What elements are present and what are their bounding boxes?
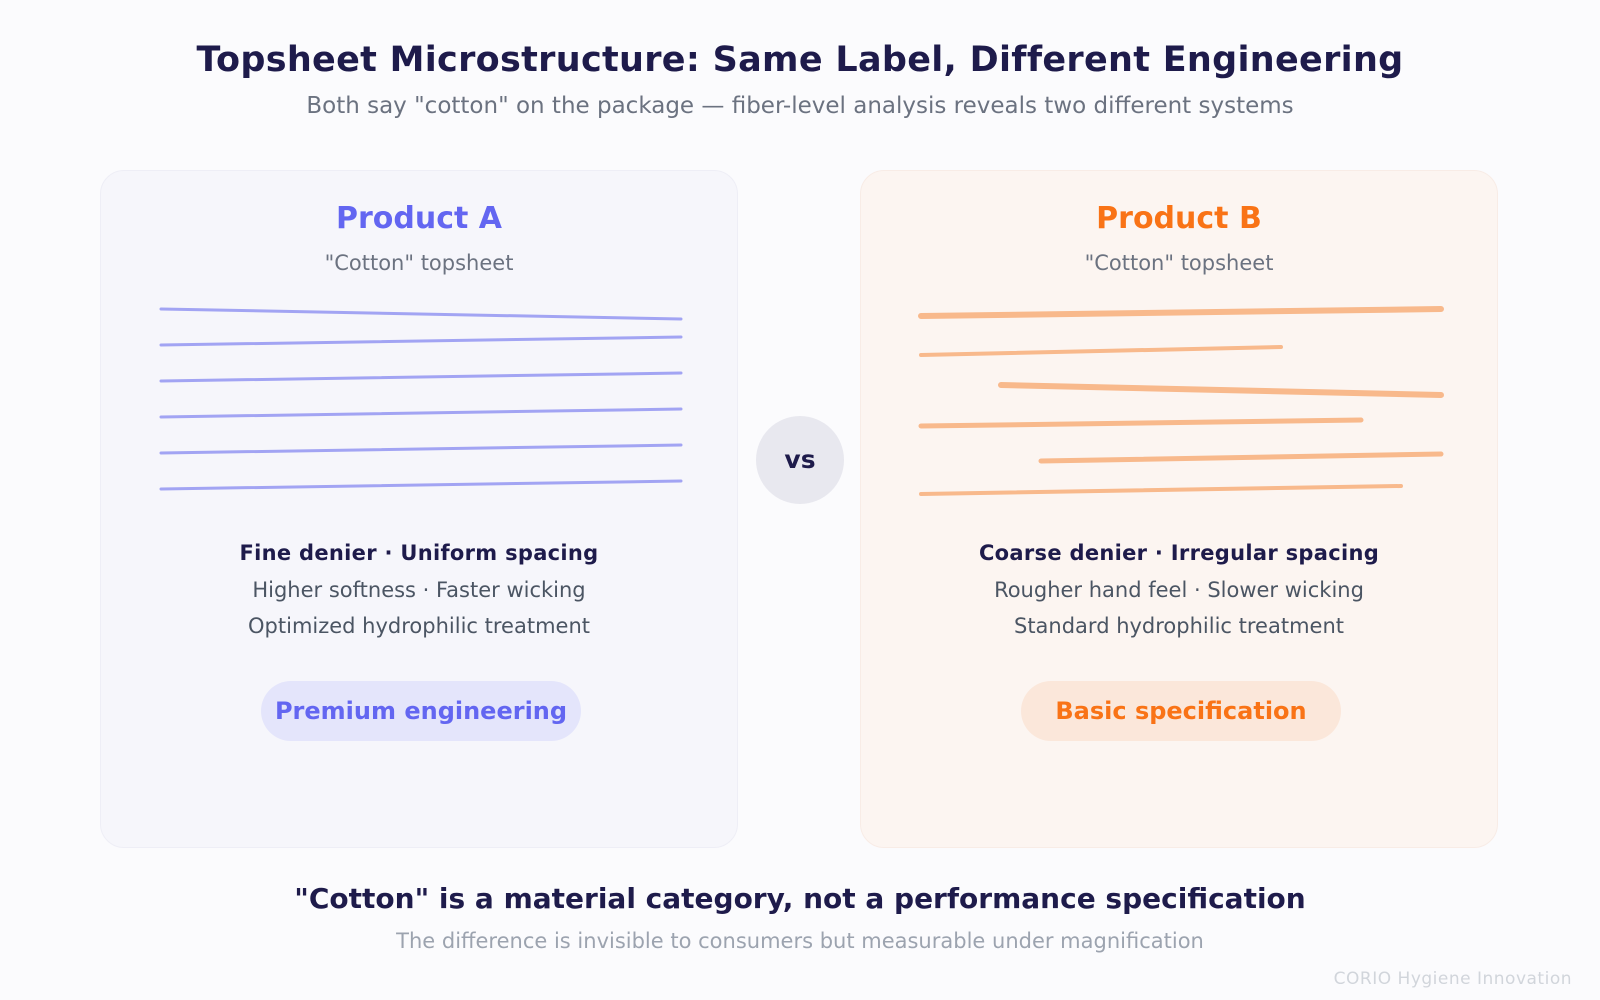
product-a-spec-line: Optimized hydrophilic treatment [248,614,590,638]
product-b-badge: Basic specification [1021,681,1341,741]
product-b-card: Product B "Cotton" topsheet Coarse denie… [860,170,1498,848]
fiber-line [159,479,683,491]
fiber-line [159,307,683,321]
product-b-spec-line: Standard hydrophilic treatment [1013,614,1344,638]
fiber-line [919,345,1283,357]
product-b-title: Product B [1096,201,1262,236]
product-a-fiber-diagram [159,307,683,491]
product-b-spec-line: Rougher hand feel · Slower wicking [994,578,1364,602]
product-a-label: "Cotton" topsheet [324,251,514,275]
fiber-line [919,484,1403,496]
page-title: Topsheet Microstructure: Same Label, Dif… [196,40,1404,80]
product-a-card: Product A "Cotton" topsheet Fine denier … [100,170,738,848]
fiber-line [918,306,1444,319]
product-b-label: "Cotton" topsheet [1084,251,1274,275]
vs-badge: vs [756,416,844,504]
fiber-line [1038,451,1444,464]
fiber-line [159,371,683,383]
brand-watermark: CORIO Hygiene Innovation [1333,969,1572,989]
product-a-badge: Premium engineering [261,681,581,741]
fiber-line [159,407,683,419]
product-a-spec-heading: Fine denier · Uniform spacing [239,541,599,565]
page-subtitle: Both say "cotton" on the package — fiber… [306,93,1294,119]
footer-headline: "Cotton" is a material category, not a p… [294,882,1306,915]
fiber-line [918,417,1364,429]
product-a-spec-line: Higher softness · Faster wicking [252,578,586,602]
product-b-spec-heading: Coarse denier · Irregular spacing [978,541,1380,565]
footer-note: The difference is invisible to consumers… [396,929,1204,953]
product-a-title: Product A [335,201,502,236]
fiber-line [159,335,683,347]
fiber-line [159,443,683,455]
product-b-fiber-diagram [918,306,1444,496]
fiber-line [998,382,1444,398]
